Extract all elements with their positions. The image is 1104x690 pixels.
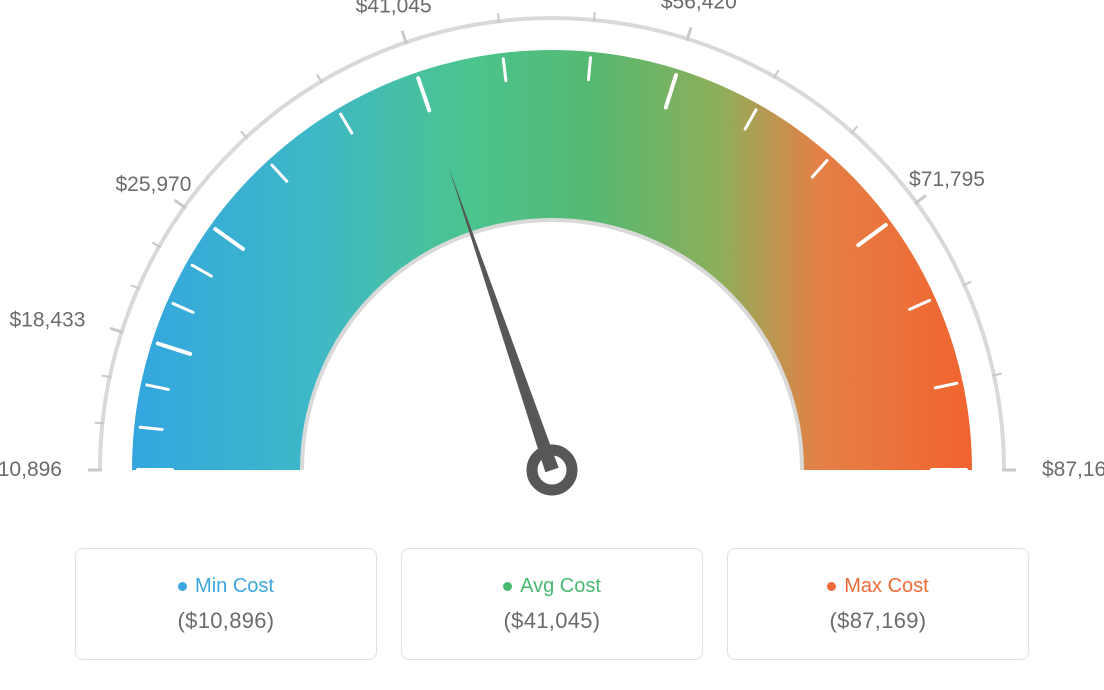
legend-card-max: Max Cost ($87,169) [727, 548, 1029, 660]
legend-label: Max Cost [844, 575, 928, 598]
gauge-tick-label: $56,420 [661, 0, 737, 14]
legend-value: ($41,045) [504, 608, 601, 634]
gauge-tick-label: $18,433 [10, 308, 86, 331]
legend-row: Min Cost ($10,896) Avg Cost ($41,045) Ma… [0, 540, 1104, 660]
gauge-tick-label: $41,045 [356, 0, 432, 17]
cost-gauge-chart: $10,896 $18,433 $25,970 $41,045 $56,420 $71,7… [0, 0, 1104, 540]
gauge-tick-label: $25,970 [115, 173, 191, 196]
legend-value: ($87,169) [830, 608, 927, 634]
gauge-tick-label: $10,896 [0, 458, 62, 481]
gauge-tick-label: $87,169 [1042, 458, 1104, 481]
dot-icon [178, 582, 187, 591]
gauge-tick-label: $71,795 [909, 168, 985, 191]
legend-label: Min Cost [195, 575, 274, 598]
dot-icon [503, 582, 512, 591]
dot-icon [827, 582, 836, 591]
legend-card-min: Min Cost ($10,896) [75, 548, 377, 660]
legend-label: Avg Cost [520, 575, 601, 598]
legend-card-avg: Avg Cost ($41,045) [401, 548, 703, 660]
legend-value: ($10,896) [178, 608, 275, 634]
